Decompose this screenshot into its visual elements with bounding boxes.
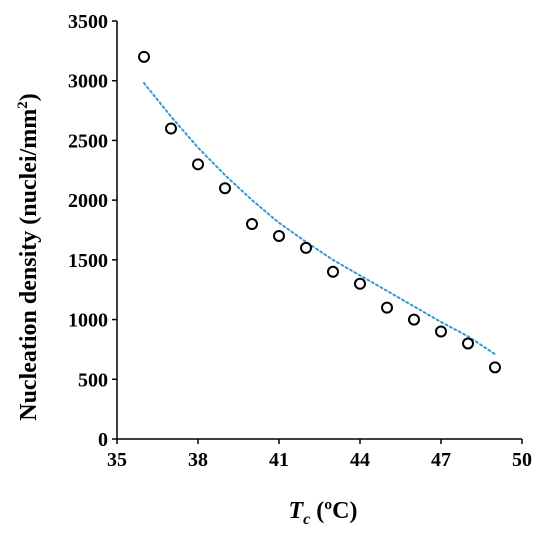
data-point xyxy=(408,313,420,326)
y-axis-label-text: Nucleation density (nuclei/mm xyxy=(16,109,42,421)
data-point xyxy=(354,277,366,290)
x-axis-label-unit: (ºC) xyxy=(316,498,357,524)
x-axis-label: Tc (ºC) xyxy=(288,498,357,528)
y-axis-label: Nucleation density (nuclei/mm2) xyxy=(15,93,42,421)
x-tick-label: 50 xyxy=(512,449,532,471)
data-point xyxy=(462,337,474,350)
x-tick-label: 44 xyxy=(350,449,370,471)
y-tick-label: 3500 xyxy=(68,11,108,33)
x-tick-label: 41 xyxy=(269,449,289,471)
x-axis-label-subscript: c xyxy=(303,511,310,528)
y-axis-ticks: 0 500 1000 1500 2000 2500 3000 3500 xyxy=(68,11,117,451)
x-tick-label: 38 xyxy=(188,449,208,471)
data-point xyxy=(381,301,393,314)
y-axis-label-close: ) xyxy=(16,93,42,101)
x-tick-label: 47 xyxy=(431,449,451,471)
y-tick-label: 2500 xyxy=(68,130,108,152)
data-point xyxy=(327,265,339,278)
data-point xyxy=(300,241,312,254)
data-points xyxy=(138,50,501,374)
y-tick-label: 1000 xyxy=(68,310,108,332)
x-tick-label: 35 xyxy=(107,449,127,471)
x-axis-ticks: 35 38 41 44 47 50 xyxy=(107,439,532,471)
y-tick-label: 1500 xyxy=(68,250,108,272)
data-point xyxy=(138,50,150,63)
y-tick-label: 500 xyxy=(78,369,108,391)
trendline xyxy=(143,82,496,356)
plot-area xyxy=(116,21,522,440)
trendline-path xyxy=(143,82,496,356)
data-point xyxy=(219,182,231,195)
y-tick-label: 3000 xyxy=(68,71,108,93)
data-point xyxy=(192,158,204,171)
x-axis-label-symbol: T xyxy=(288,498,304,524)
data-point xyxy=(273,229,285,242)
data-point xyxy=(489,361,501,374)
data-point xyxy=(435,325,447,338)
y-tick-label: 0 xyxy=(98,429,108,451)
data-point xyxy=(246,218,258,231)
data-point xyxy=(165,122,177,135)
y-axis-label-superscript: 2 xyxy=(15,101,31,109)
y-tick-label: 2000 xyxy=(68,190,108,212)
